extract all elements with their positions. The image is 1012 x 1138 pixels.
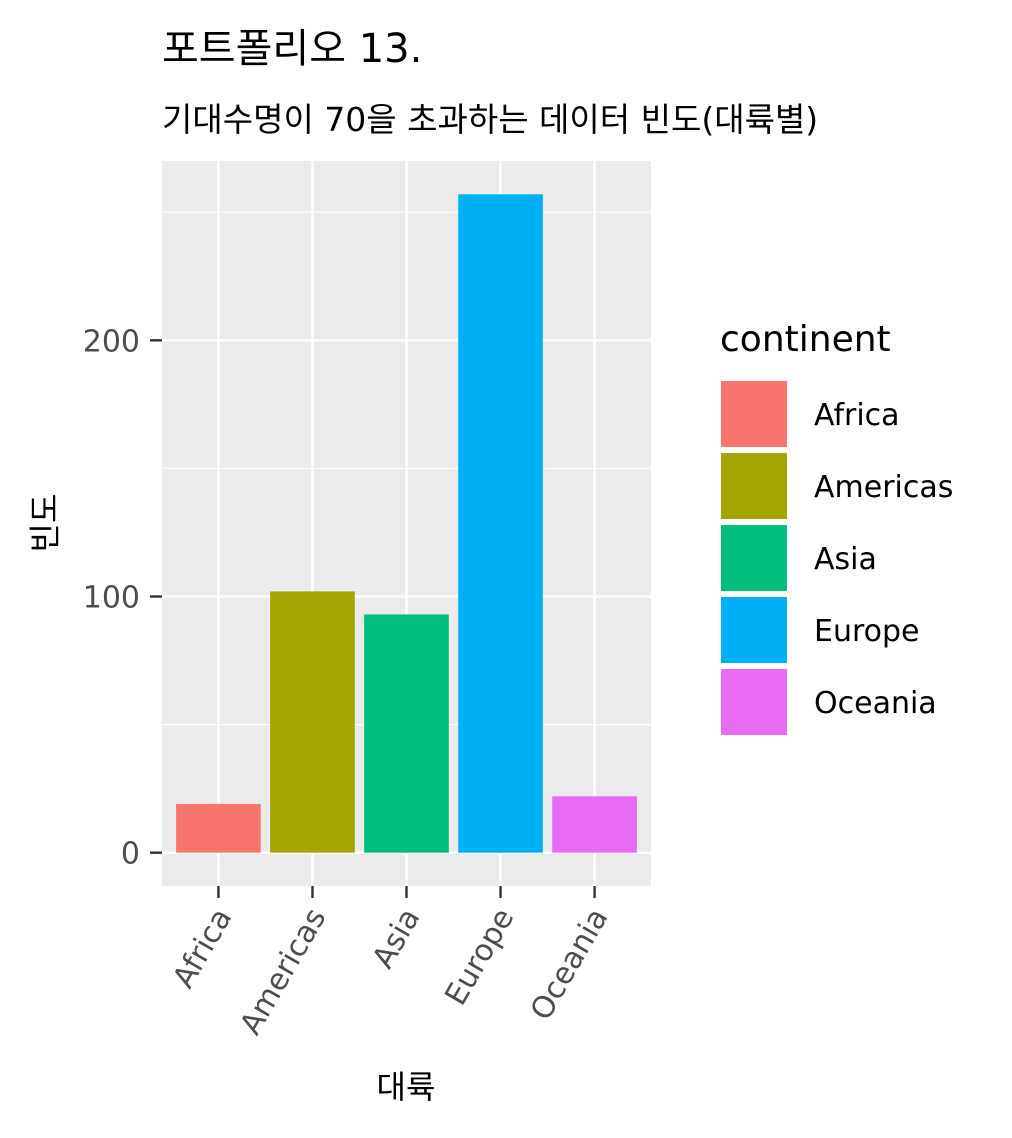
y-tick-label: 0 bbox=[121, 837, 140, 872]
bar-asia bbox=[364, 614, 449, 853]
y-axis-title: 빈도 bbox=[26, 494, 64, 553]
bars-group bbox=[176, 194, 637, 853]
bar-oceania bbox=[552, 796, 637, 853]
x-tick-label: Europe bbox=[438, 903, 521, 1012]
legend-label: Americas bbox=[814, 470, 953, 505]
legend: continent Africa Americas Asia Europe Oceani… bbox=[719, 319, 953, 737]
legend-key-asia bbox=[719, 523, 789, 593]
bar-africa bbox=[176, 804, 261, 853]
x-axis-title: 대륙 bbox=[377, 1068, 436, 1106]
y-tick-label: 100 bbox=[83, 581, 140, 616]
legend-key-oceania bbox=[719, 667, 789, 737]
y-axis: 0 100 200 bbox=[83, 324, 162, 872]
chart-title: 포트폴리오 13. bbox=[162, 26, 422, 72]
legend-label: Africa bbox=[814, 398, 900, 433]
legend-label: Asia bbox=[814, 542, 877, 577]
chart-subtitle: 기대수명이 70을 초과하는 데이터 빈도(대륙별) bbox=[162, 100, 818, 139]
legend-key-africa bbox=[719, 379, 789, 449]
legend-label: Oceania bbox=[814, 686, 937, 721]
legend-key-europe bbox=[719, 595, 789, 665]
legend-key-americas bbox=[719, 451, 789, 521]
bar-americas bbox=[270, 591, 355, 853]
x-tick-label: Asia bbox=[366, 903, 428, 975]
y-tick-label: 200 bbox=[83, 324, 140, 359]
legend-title: continent bbox=[720, 319, 891, 360]
x-tick-label: Oceania bbox=[524, 903, 616, 1027]
x-tick-label: Americas bbox=[233, 903, 333, 1041]
x-tick-label: Africa bbox=[166, 903, 239, 995]
legend-label: Europe bbox=[814, 614, 920, 649]
bar-europe bbox=[458, 194, 543, 853]
